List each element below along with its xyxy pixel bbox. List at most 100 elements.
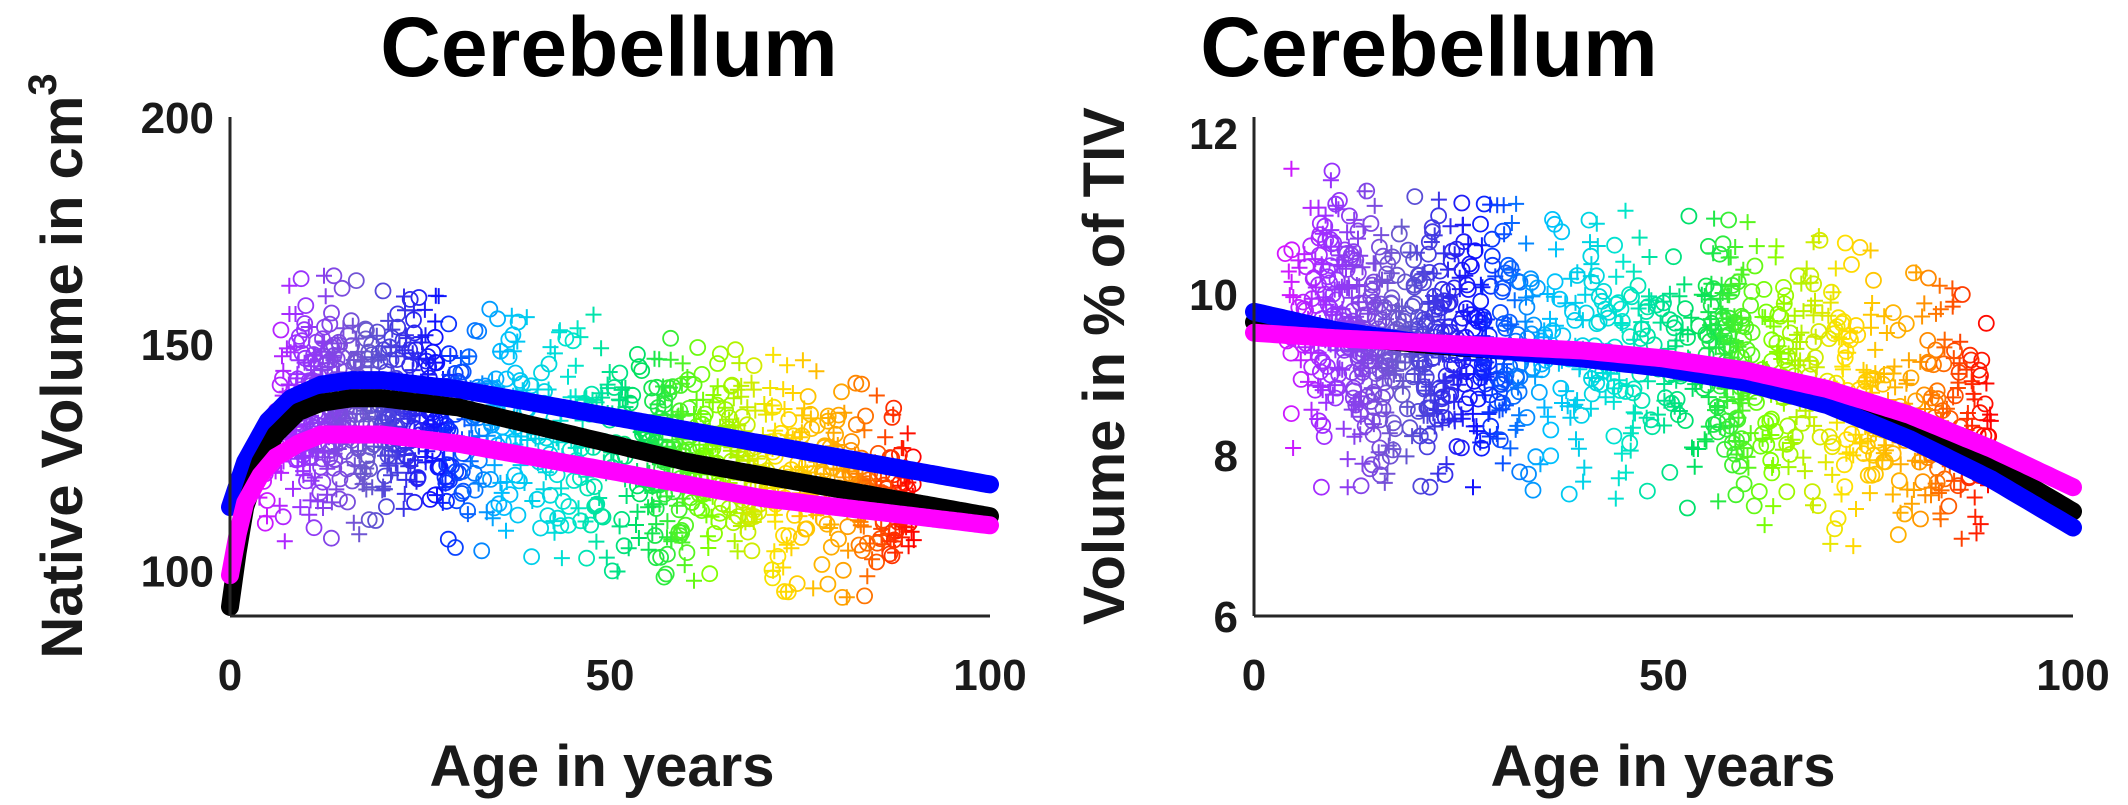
data-point-circle xyxy=(1367,310,1384,328)
data-point-circle xyxy=(1666,314,1684,332)
data-point-circle xyxy=(1738,341,1756,359)
data-point-plus xyxy=(1338,260,1354,277)
data-point-plus xyxy=(599,380,616,397)
chart-title: Cerebellum xyxy=(380,0,838,94)
data-point-circle xyxy=(1875,453,1892,471)
data-point-plus xyxy=(591,490,608,506)
data-point-circle xyxy=(1763,331,1781,349)
data-point-circle xyxy=(727,341,744,359)
data-point-plus xyxy=(644,496,660,513)
data-point-circle xyxy=(1743,283,1761,301)
data-point-plus xyxy=(1283,273,1300,290)
data-point-circle xyxy=(1494,279,1512,297)
data-point-circle xyxy=(331,490,348,508)
data-point-circle xyxy=(1746,257,1764,275)
data-point-circle xyxy=(1465,372,1483,390)
data-point-circle xyxy=(1483,247,1501,265)
data-point-circle xyxy=(1319,358,1336,376)
data-point-circle xyxy=(1946,387,1964,405)
data-point-circle xyxy=(1679,329,1696,346)
data-point-plus xyxy=(1318,394,1335,411)
data-point-plus xyxy=(1548,241,1564,258)
data-point-plus xyxy=(749,450,766,467)
data-point-plus xyxy=(1330,201,1347,218)
data-point-circle xyxy=(1426,287,1443,305)
data-point-plus xyxy=(1916,295,1933,312)
data-point-circle xyxy=(465,464,483,482)
data-point-plus xyxy=(1878,325,1895,341)
data-point-plus xyxy=(1731,275,1748,292)
data-point-circle xyxy=(1928,382,1946,400)
data-point-plus xyxy=(663,533,680,550)
data-point-circle xyxy=(1324,285,1342,303)
data-point-plus xyxy=(1966,489,1983,506)
data-point-plus xyxy=(1339,479,1356,496)
y-axis-label-text: Native Volume in cm xyxy=(30,96,95,659)
data-point-circle xyxy=(853,375,870,393)
data-point-plus xyxy=(1685,441,1702,457)
y-tick-label: 150 xyxy=(141,321,214,370)
data-point-plus xyxy=(1686,458,1703,475)
data-point-circle xyxy=(1583,385,1601,403)
data-point-circle xyxy=(1639,327,1656,345)
data-point-plus xyxy=(1627,405,1643,422)
data-point-plus xyxy=(1451,281,1468,298)
data-point-circle xyxy=(1829,510,1847,527)
data-point-circle xyxy=(1920,269,1937,287)
data-point-plus xyxy=(1339,280,1356,296)
data-point-plus xyxy=(1454,410,1471,427)
data-point-plus xyxy=(1354,455,1371,472)
data-point-circle xyxy=(1949,477,1967,495)
data-point-plus xyxy=(1314,382,1331,399)
data-point-circle xyxy=(1381,447,1399,465)
data-point-plus xyxy=(778,536,795,553)
data-point-circle xyxy=(439,530,457,548)
data-point-plus xyxy=(289,366,306,383)
data-point-plus xyxy=(570,500,587,517)
data-point-circle xyxy=(272,321,290,339)
data-point-circle xyxy=(1566,311,1584,329)
data-point-circle xyxy=(356,320,374,338)
data-point-plus xyxy=(825,424,842,441)
data-point-plus xyxy=(1379,275,1396,291)
data-point-plus xyxy=(1329,361,1346,378)
data-point-plus xyxy=(775,381,792,398)
data-point-circle xyxy=(1371,439,1389,457)
data-point-circle xyxy=(1518,298,1536,316)
data-point-plus xyxy=(1408,244,1425,261)
data-point-circle xyxy=(509,313,527,331)
data-point-plus xyxy=(1917,487,1934,504)
data-point-plus xyxy=(674,534,691,551)
data-point-circle xyxy=(1415,310,1433,328)
data-point-circle xyxy=(1483,230,1501,248)
data-point-circle xyxy=(1762,451,1780,469)
data-point-circle xyxy=(1520,465,1537,483)
data-point-circle xyxy=(1753,425,1771,443)
data-point-plus xyxy=(1558,383,1575,400)
data-point-plus xyxy=(354,476,371,493)
chart-title: Cerebellum xyxy=(1200,0,1658,94)
data-point-plus xyxy=(656,388,673,405)
data-point-plus xyxy=(1656,417,1673,434)
data-point-circle xyxy=(1524,481,1542,499)
data-point-plus xyxy=(1430,191,1447,208)
data-point-circle xyxy=(670,501,688,519)
data-point-plus xyxy=(1862,306,1879,323)
data-point-circle xyxy=(711,345,729,363)
data-point-plus xyxy=(1706,210,1723,227)
data-point-circle xyxy=(1363,282,1381,299)
data-point-circle xyxy=(1475,195,1493,213)
data-point-plus xyxy=(1615,253,1632,270)
data-point-circle xyxy=(1406,188,1424,206)
data-point-plus xyxy=(1978,375,1995,392)
data-point-circle xyxy=(377,498,395,516)
data-point-plus xyxy=(1507,421,1524,438)
data-point-plus xyxy=(856,422,873,439)
data-point-circle xyxy=(342,312,360,330)
data-point-circle xyxy=(1720,211,1737,229)
data-point-plus xyxy=(1389,353,1406,370)
data-point-plus xyxy=(1440,411,1457,428)
data-point-plus xyxy=(747,402,764,419)
data-point-plus xyxy=(793,424,810,441)
data-point-plus xyxy=(601,364,618,380)
